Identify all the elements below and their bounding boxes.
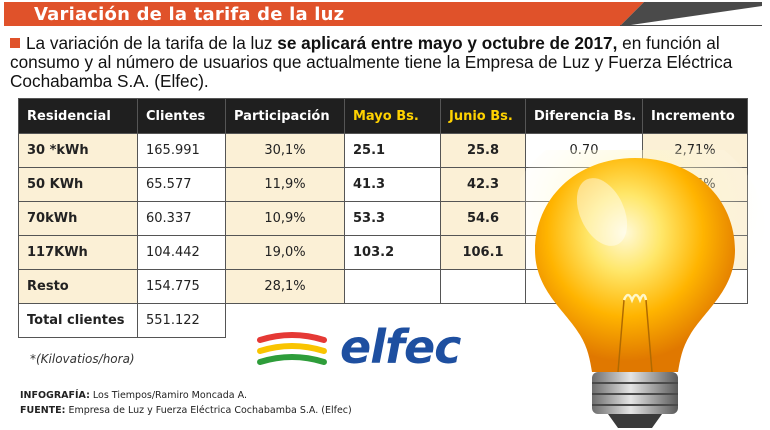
cell-clientes: 104.442 bbox=[137, 235, 226, 270]
cell-junio: 54.6 bbox=[440, 201, 526, 236]
col-header-participacion: Participación bbox=[225, 98, 345, 134]
table-row: 30 *kWh 165.991 30,1% 25.1 25.8 0.70 2,7… bbox=[18, 133, 748, 168]
cell-mayo: 25.1 bbox=[344, 133, 441, 168]
cell-empty bbox=[344, 269, 441, 304]
cell-mayo: 41.3 bbox=[344, 167, 441, 202]
cell-participacion: 30,1% bbox=[225, 133, 345, 168]
col-header-junio: Junio Bs. bbox=[440, 98, 526, 134]
banner-shape bbox=[4, 2, 762, 26]
cell-empty bbox=[440, 269, 526, 304]
cell-mayo: 103.2 bbox=[344, 235, 441, 270]
cell-clientes: 60.337 bbox=[137, 201, 226, 236]
cell-diferencia: 1 bbox=[525, 167, 643, 202]
cell-clientes: 165.991 bbox=[137, 133, 226, 168]
cell-incremento: 2,73% bbox=[642, 235, 748, 270]
col-header-residencial: Residencial bbox=[18, 98, 138, 134]
col-header-incremento: Incremento bbox=[642, 98, 748, 134]
cell-participacion: 11,9% bbox=[225, 167, 345, 202]
table-row: 50 KWh 65.577 11,9% 41.3 42.3 1 2,36% bbox=[18, 167, 748, 202]
cell-participacion: 10,9% bbox=[225, 201, 345, 236]
col-header-diferencia: Diferencia Bs. bbox=[525, 98, 643, 134]
elfec-logo-text: elfec bbox=[340, 320, 461, 374]
cell-residencial: 70kWh bbox=[18, 201, 138, 236]
col-header-clientes: Clientes bbox=[137, 98, 226, 134]
cell-incremento: 2,71% bbox=[642, 133, 748, 168]
bullet-square-icon bbox=[10, 38, 20, 48]
credit-fuente: FUENTE: Empresa de Luz y Fuerza Eléctric… bbox=[20, 405, 352, 416]
cell-diferencia: 1.30 bbox=[525, 201, 643, 236]
header-banner: Variación de la tarifa de la luz bbox=[4, 2, 762, 26]
cell-junio: 106.1 bbox=[440, 235, 526, 270]
cell-blank bbox=[643, 304, 748, 338]
cell-clientes: 551.122 bbox=[137, 303, 226, 338]
intro-text-bold: se aplicará entre mayo y octubre de 2017… bbox=[277, 33, 618, 53]
cell-residencial: Total clientes bbox=[18, 303, 138, 338]
cell-diferencia: 2.90 bbox=[525, 235, 643, 270]
tariff-table: Residencial Clientes Participación Mayo … bbox=[18, 98, 748, 338]
cell-incremento: 2,38% bbox=[642, 201, 748, 236]
intro-paragraph: La variación de la tarifa de la luz se a… bbox=[10, 34, 760, 91]
cell-junio: 42.3 bbox=[440, 167, 526, 202]
table-row: 70kWh 60.337 10,9% 53.3 54.6 1.30 2,38% bbox=[18, 201, 748, 236]
cell-participacion: 19,0% bbox=[225, 235, 345, 270]
table-header-row: Residencial Clientes Participación Mayo … bbox=[18, 98, 748, 134]
cell-clientes: 154.775 bbox=[137, 269, 226, 304]
cell-residencial: 50 KWh bbox=[18, 167, 138, 202]
cell-incremento: 2,36% bbox=[642, 167, 748, 202]
cell-participacion: 28,1% bbox=[225, 269, 345, 304]
table-row: Resto 154.775 28,1% bbox=[18, 269, 748, 304]
table-row: Total clientes 551.122 bbox=[18, 303, 748, 338]
elfec-logo: elfec bbox=[256, 320, 516, 374]
cell-empty bbox=[525, 269, 643, 304]
credit-value: Los Tiempos/Ramiro Moncada A. bbox=[89, 390, 247, 401]
credit-infografia: INFOGRAFÍA: Los Tiempos/Ramiro Moncada A… bbox=[20, 390, 247, 401]
cell-residencial: 117KWh bbox=[18, 235, 138, 270]
elfec-stripes-icon bbox=[257, 332, 327, 365]
cell-residencial: Resto bbox=[18, 269, 138, 304]
credit-label: INFOGRAFÍA: bbox=[20, 390, 90, 401]
intro-text-1: La variación de la tarifa de la luz bbox=[26, 33, 278, 53]
cell-empty bbox=[642, 269, 748, 304]
intro-text-2: en función al consumo y al número de usu… bbox=[10, 33, 733, 91]
cell-diferencia: 0.70 bbox=[525, 133, 643, 168]
cell-junio: 25.8 bbox=[440, 133, 526, 168]
table-row: 117KWh 104.442 19,0% 103.2 106.1 2.90 2,… bbox=[18, 235, 748, 270]
col-header-mayo: Mayo Bs. bbox=[344, 98, 441, 134]
footnote: *(Kilovatios/hora) bbox=[30, 352, 135, 366]
cell-residencial: 30 *kWh bbox=[18, 133, 138, 168]
cell-clientes: 65.577 bbox=[137, 167, 226, 202]
page-title: Variación de la tarifa de la luz bbox=[34, 4, 345, 25]
cell-mayo: 53.3 bbox=[344, 201, 441, 236]
credit-value: Empresa de Luz y Fuerza Eléctrica Cochab… bbox=[65, 405, 352, 416]
cell-blank bbox=[526, 304, 643, 338]
credit-label: FUENTE: bbox=[20, 405, 66, 416]
